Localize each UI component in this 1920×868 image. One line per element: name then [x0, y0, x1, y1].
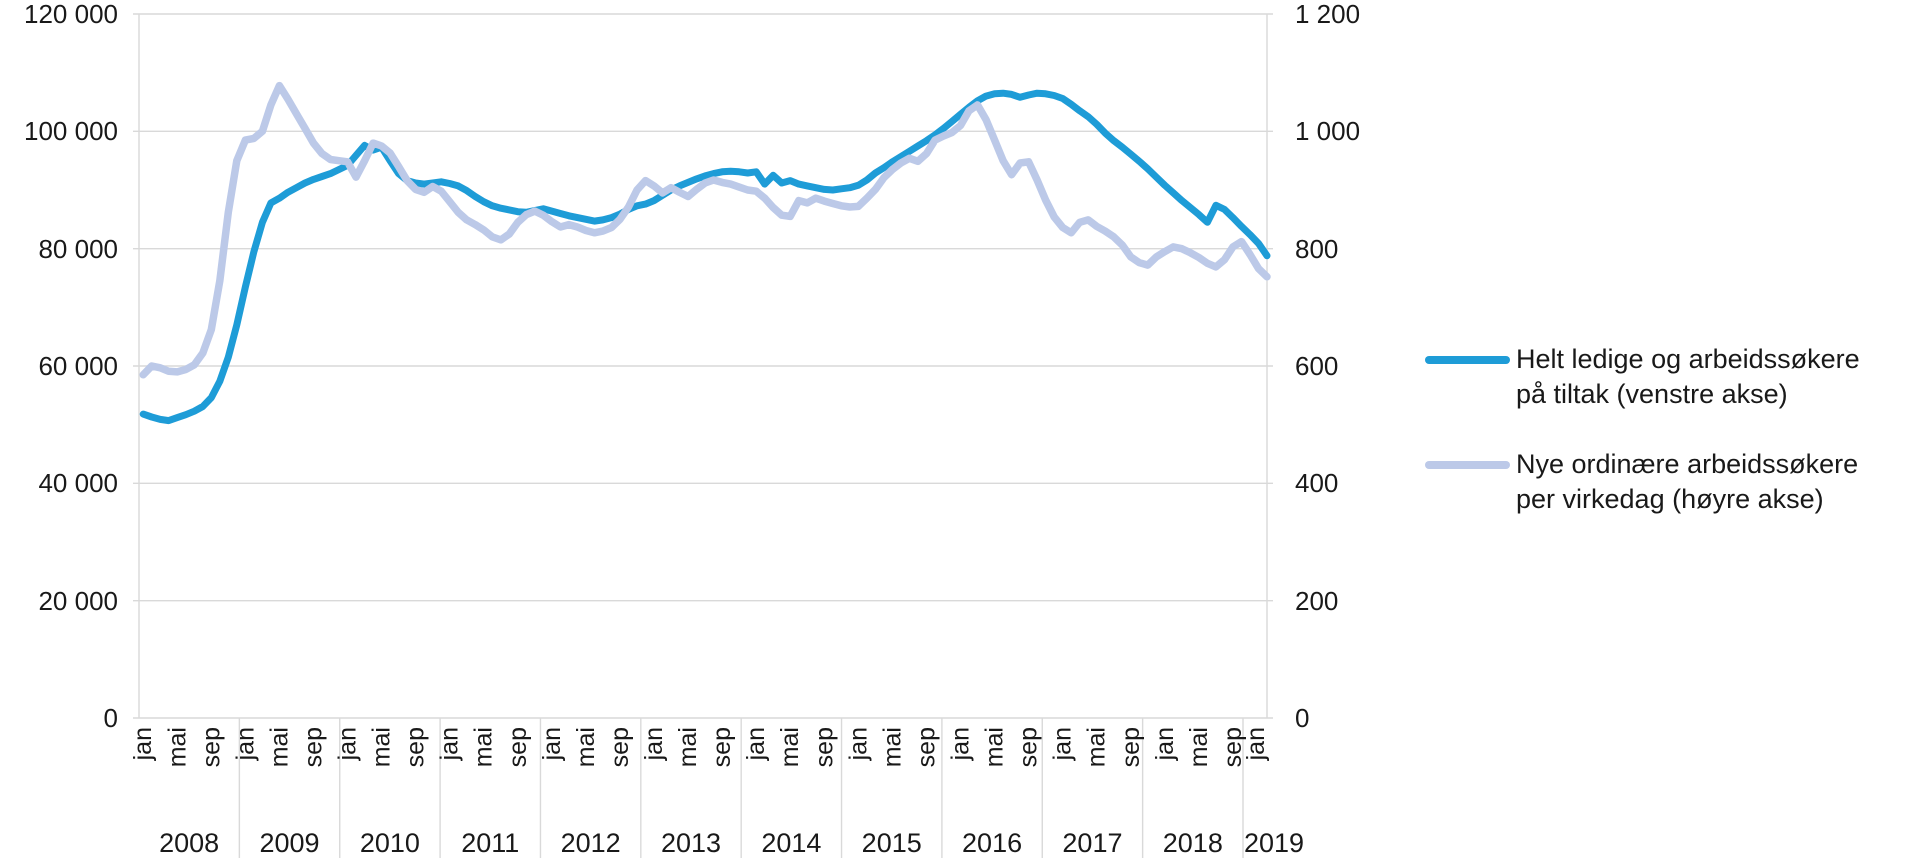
month-tick-label: mai: [981, 727, 1009, 767]
month-tick-label: sep: [606, 727, 634, 767]
year-label: 2013: [660, 828, 722, 858]
month-tick-label: jan: [640, 727, 668, 761]
month-tick-label: sep: [299, 727, 327, 767]
year-label: 2011: [461, 828, 520, 858]
left-axis-tick-label: 100 000: [24, 116, 118, 147]
left-axis-tick-label: 60 000: [38, 351, 118, 381]
legend-label-nye-ordinaere: Nye ordinære arbeidssøkere per virkedag …: [1516, 447, 1858, 517]
month-tick-label: jan: [1151, 727, 1179, 761]
left-axis-tick-label: 0: [103, 703, 118, 733]
month-tick-label: mai: [368, 727, 396, 767]
month-tick-label: jan: [947, 727, 975, 761]
month-tick-label: mai: [674, 727, 702, 767]
month-tick-label: jan: [334, 727, 362, 761]
legend-label-line: på tiltak (venstre akse): [1516, 379, 1788, 409]
right-axis-tick-label: 0: [1295, 703, 1310, 733]
month-tick-label: mai: [265, 727, 293, 767]
month-tick-label: sep: [708, 727, 736, 767]
legend-swatch-helt-ledige: [1425, 356, 1510, 364]
legend-label-line: Nye ordinære arbeidssøkere: [1516, 449, 1859, 479]
year-label: 2012: [560, 828, 621, 858]
right-axis-tick-label: 1 000: [1295, 116, 1361, 147]
month-tick-label: jan: [231, 727, 259, 761]
month-tick-label: sep: [197, 727, 225, 767]
month-tick-label: sep: [1015, 727, 1043, 767]
legend-label-helt-ledige: Helt ledige og arbeidssøkere på tiltak (…: [1516, 342, 1860, 412]
month-tick-label: mai: [470, 727, 498, 767]
year-label: 2014: [761, 828, 822, 858]
legend: Helt ledige og arbeidssøkere på tiltak (…: [1425, 342, 1905, 552]
month-tick-label: jan: [436, 727, 464, 761]
right-axis-tick-label: 400: [1295, 468, 1339, 499]
right-axis-tick-label: 1 200: [1295, 0, 1361, 29]
month-tick-label: sep: [912, 727, 940, 767]
left-axis-tick-label: 20 000: [38, 585, 118, 616]
right-axis-tick-label: 800: [1295, 233, 1339, 264]
month-tick-label: sep: [504, 727, 532, 767]
month-tick-label: sep: [810, 727, 838, 767]
year-label: 2008: [159, 828, 220, 858]
series-line-helt-ledige: [139, 89, 1271, 425]
month-tick-label: jan: [538, 727, 566, 761]
month-tick-label: jan: [129, 727, 157, 761]
left-axis-tick-label: 120 000: [24, 0, 118, 29]
month-tick-label: sep: [1219, 727, 1247, 767]
left-axis-tick-label: 40 000: [38, 468, 118, 499]
month-tick-label: mai: [1185, 727, 1213, 767]
legend-entry-nye-ordinaere: Nye ordinære arbeidssøkere per virkedag …: [1425, 447, 1905, 517]
month-tick-label: sep: [402, 727, 430, 767]
month-tick-label: jan: [844, 727, 872, 761]
month-tick-label: mai: [1083, 727, 1111, 767]
right-axis-tick-label: 200: [1295, 585, 1339, 616]
year-label: 2018: [1162, 828, 1223, 858]
month-tick-label: jan: [742, 727, 770, 761]
legend-label-line: Helt ledige og arbeidssøkere: [1516, 344, 1860, 374]
legend-swatch-nye-ordinaere: [1425, 461, 1510, 469]
series-line-nye-ordinaere: [139, 81, 1271, 379]
month-tick-label: mai: [163, 727, 191, 767]
year-label: 2010: [359, 828, 420, 858]
legend-label-line: per virkedag (høyre akse): [1516, 484, 1824, 514]
year-label: 2015: [861, 828, 922, 858]
year-label: 2016: [962, 828, 1023, 858]
month-tick-label: jan: [1242, 727, 1270, 761]
month-tick-label: mai: [776, 727, 804, 767]
month-tick-label: sep: [1117, 727, 1145, 767]
legend-entry-helt-ledige: Helt ledige og arbeidssøkere på tiltak (…: [1425, 342, 1905, 412]
left-axis-tick-label: 80 000: [38, 233, 118, 264]
year-label: 2017: [1062, 828, 1123, 858]
month-tick-label: mai: [878, 727, 906, 767]
year-label: 2009: [259, 828, 320, 858]
year-label: 2019: [1243, 828, 1305, 858]
month-tick-label: mai: [572, 727, 600, 767]
month-tick-label: jan: [1049, 727, 1077, 761]
right-axis-tick-label: 600: [1295, 351, 1339, 381]
